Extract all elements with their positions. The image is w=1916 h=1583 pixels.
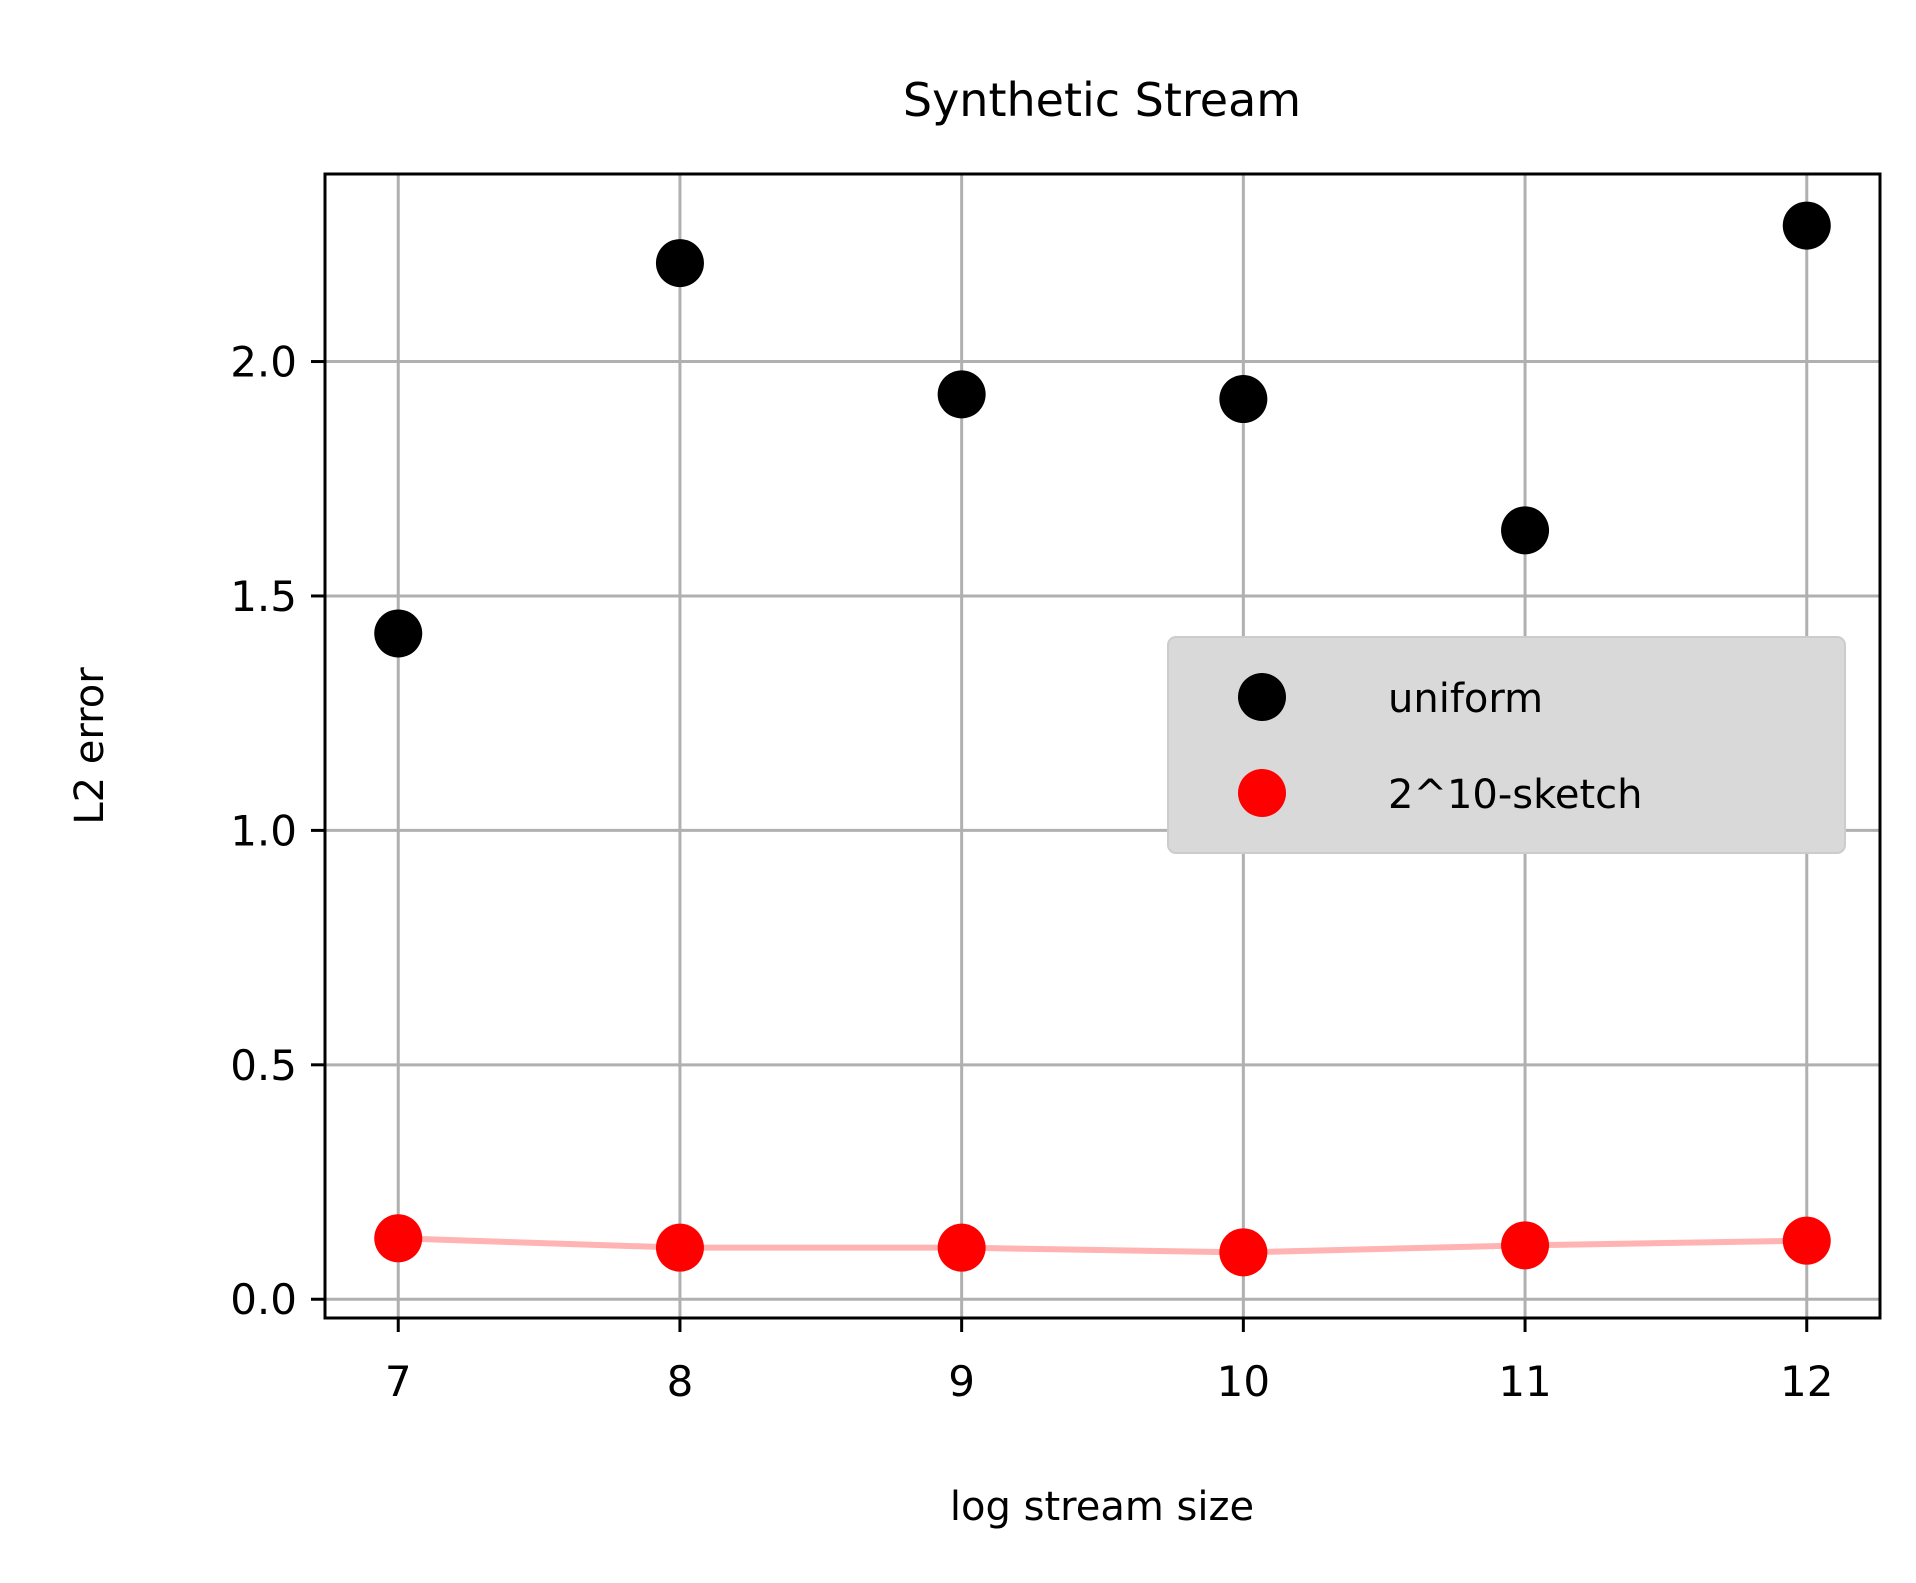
data-point-uniform [937,370,986,419]
data-points [374,201,1831,1277]
y-tick-label: 1.5 [230,572,297,621]
legend: uniform 2^10-sketch [1167,636,1846,854]
grid [325,174,1880,1318]
y-tick-label: 0.0 [230,1275,297,1324]
legend-marker-uniform [1238,673,1286,721]
data-point-uniform [374,609,423,658]
data-point-uniform [1782,201,1831,250]
data-point-sketch [937,1223,986,1272]
y-axis-label: L2 error [67,667,113,825]
series-lines [398,1235,1807,1256]
data-point-sketch [1782,1216,1831,1265]
y-axis-ticks: 0.0 0.5 1.0 1.5 2.0 [230,338,325,1324]
x-tick-label: 11 [1498,1357,1551,1406]
legend-box [1167,636,1846,854]
data-point-sketch [374,1214,423,1263]
data-point-uniform [1219,375,1268,424]
data-point-uniform [1501,506,1550,555]
x-tick-label: 8 [667,1357,694,1406]
legend-label-sketch: 2^10-sketch [1388,772,1643,818]
y-tick-label: 0.5 [230,1041,297,1090]
data-point-sketch [655,1223,704,1272]
legend-marker-sketch [1238,769,1286,817]
x-tick-label: 10 [1217,1357,1270,1406]
data-point-sketch [1219,1228,1268,1277]
x-axis-label: log stream size [950,1484,1254,1530]
y-tick-label: 1.0 [230,806,297,855]
x-tick-label: 7 [385,1357,412,1406]
plot-frame [323,172,1882,1320]
data-point-sketch [1501,1221,1550,1270]
x-axis-ticks: 7 8 9 10 11 12 [385,1318,1833,1406]
y-tick-label: 2.0 [230,338,297,387]
series-line-sketch [398,1235,1807,1256]
x-tick-label: 12 [1780,1357,1833,1406]
x-tick-label: 9 [948,1357,975,1406]
data-point-uniform [655,239,704,288]
legend-label-uniform: uniform [1388,676,1543,722]
chart-title: Synthetic Stream [903,73,1301,127]
